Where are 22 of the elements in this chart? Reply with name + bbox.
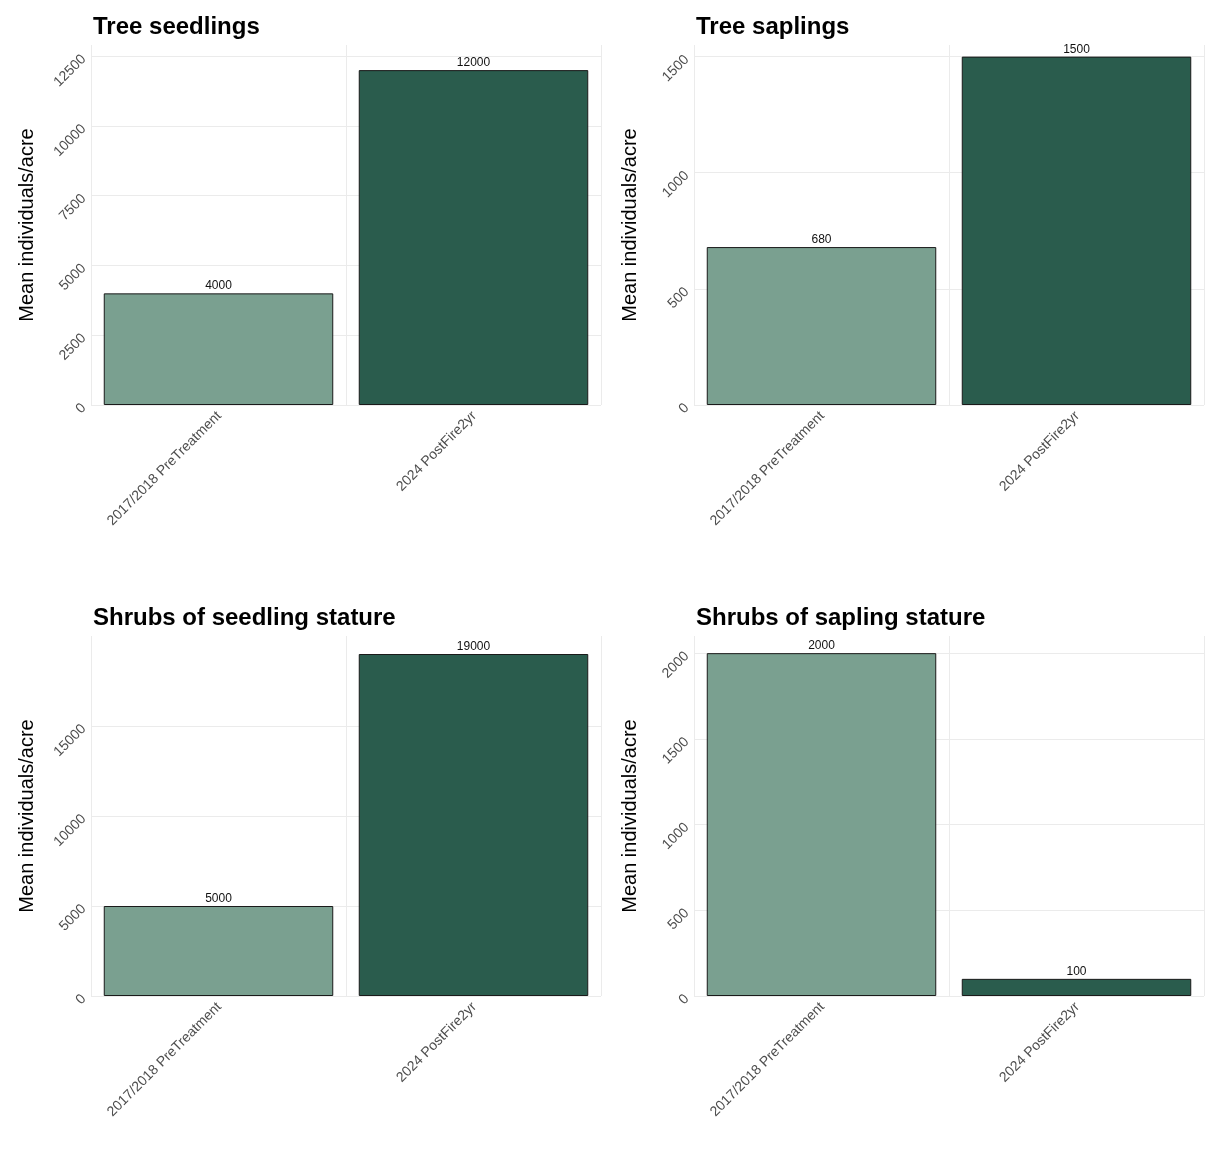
data-label: 12000 [456, 55, 491, 70]
y-tick-label: 0 [674, 399, 692, 417]
chart-title: Tree seedlings [93, 11, 260, 39]
data-label: 100 [1066, 963, 1087, 978]
data-label: 19000 [456, 639, 491, 653]
data-label: 2000 [808, 638, 836, 653]
data-label: 4000 [205, 278, 233, 293]
y-axis-title: Mean individuals/acre [15, 128, 37, 322]
y-axis-title: Mean individuals/acre [618, 719, 640, 913]
chart-title: Shrubs of seedling stature [93, 602, 396, 630]
y-axis-title: Mean individuals/acre [15, 719, 37, 913]
y-axis-title: Mean individuals/acre [618, 128, 640, 322]
y-tick-label: 0 [71, 399, 89, 417]
chart-title: Tree saplings [696, 11, 850, 39]
data-label: 5000 [205, 891, 233, 905]
y-tick-label: 0 [71, 990, 89, 1008]
y-tick-label: 0 [674, 990, 692, 1008]
chart-title: Shrubs of sapling stature [696, 602, 986, 630]
y-tick-label: 500 [663, 904, 692, 933]
y-tick-label: 500 [663, 283, 692, 312]
data-label: 680 [811, 232, 832, 247]
data-label: 1500 [1063, 41, 1091, 56]
